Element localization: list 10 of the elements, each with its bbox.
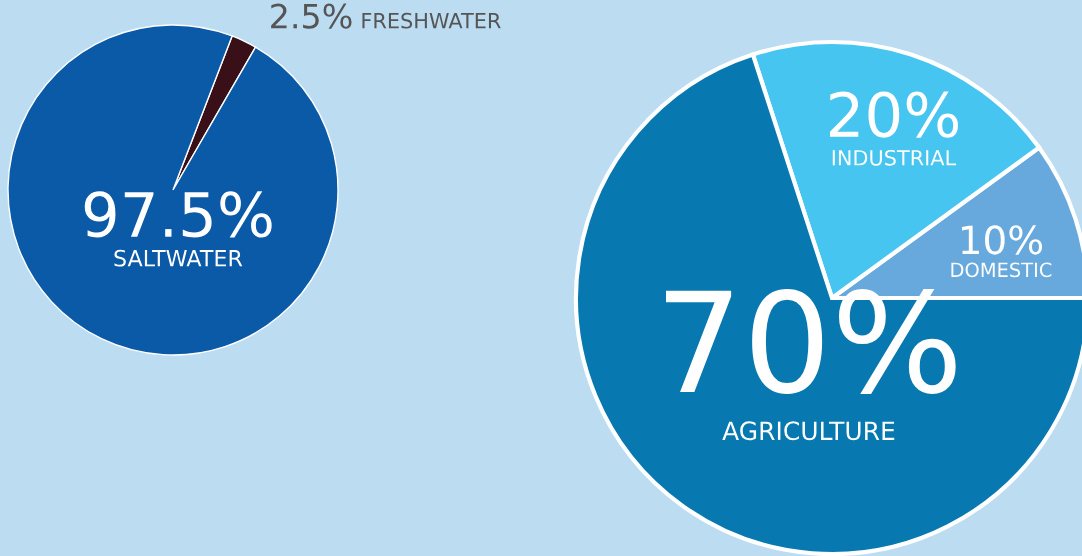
data-label: 2.5% <box>271 3 352 29</box>
slice-label: INDUSTRIAL <box>832 149 957 166</box>
slice-label: FRESHWATER <box>362 12 501 29</box>
data-label: 10% <box>962 225 1043 255</box>
data-label: 70% <box>666 288 956 394</box>
data-label: 97.5% <box>84 191 272 238</box>
slice-label: AGRICULTURE <box>722 421 895 441</box>
slice-label: SALTWATER <box>114 249 243 267</box>
data-label: 20% <box>830 91 958 138</box>
slice-label: DOMESTIC <box>951 262 1052 278</box>
